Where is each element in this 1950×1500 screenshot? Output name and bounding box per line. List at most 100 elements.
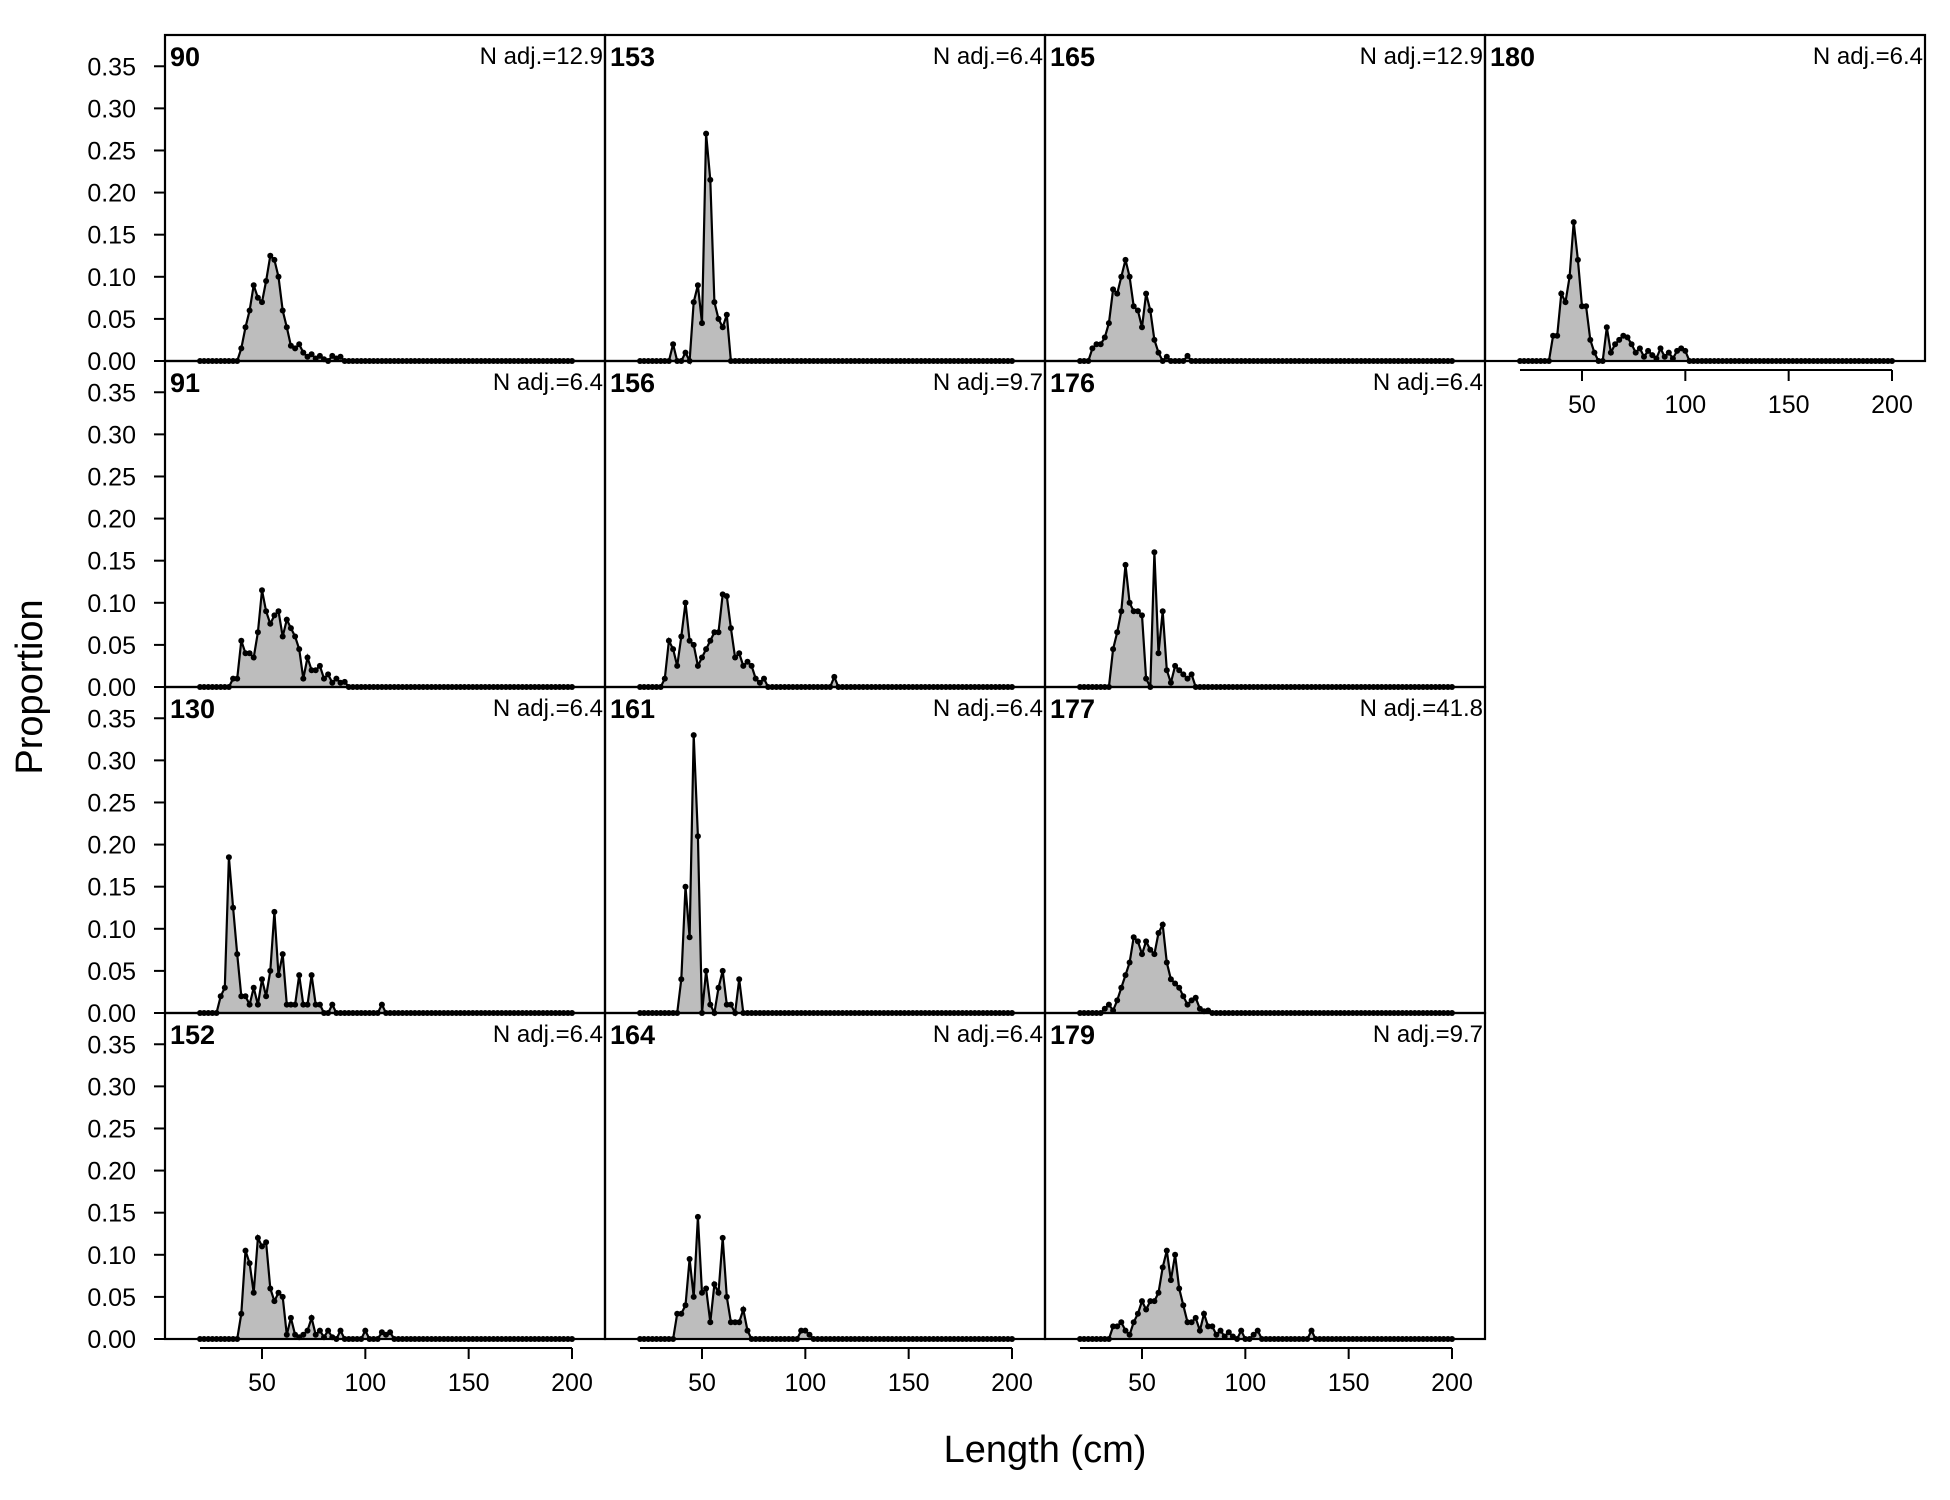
data-point — [1155, 650, 1162, 657]
data-point — [250, 654, 257, 661]
data-point — [661, 675, 668, 682]
panel-180: 180 N adj.=6.4 50 100 150 200 — [1483, 33, 1927, 419]
area-fill-180 — [1520, 222, 1892, 361]
x-tick-label: 50 — [248, 1369, 276, 1397]
data-point — [1176, 984, 1183, 991]
data-point — [1151, 549, 1158, 556]
data-point — [711, 629, 718, 636]
data-point — [703, 130, 710, 137]
panel-label-177: 177 — [1050, 694, 1095, 724]
data-point — [329, 679, 336, 686]
data-point — [259, 299, 265, 306]
data-point — [321, 675, 327, 682]
panel-176: 176 N adj.=6.4 — [1043, 359, 1487, 690]
data-point — [329, 1001, 336, 1008]
data-point — [267, 252, 274, 259]
data-point — [1583, 303, 1590, 310]
data-point — [798, 1327, 805, 1334]
data-point — [1188, 1319, 1195, 1326]
y-tick-label: 0.20 — [87, 506, 136, 534]
y-tick-label: 0.35 — [87, 379, 136, 407]
n-adj-label: N adj.=6.4 — [1813, 43, 1923, 70]
data-point — [736, 650, 743, 657]
data-point — [238, 637, 245, 644]
data-point — [1134, 938, 1141, 945]
data-point — [1196, 1327, 1203, 1334]
data-point — [300, 349, 307, 356]
x-tick-label: 100 — [1664, 391, 1706, 419]
area-fill-130 — [200, 857, 572, 1013]
area-fill-177 — [1080, 924, 1452, 1013]
y-tick-label: 0.10 — [87, 916, 136, 944]
data-point — [1180, 1302, 1187, 1309]
data-point — [736, 976, 743, 983]
n-adj-label: N adj.=6.4 — [933, 695, 1043, 722]
data-point — [267, 1285, 274, 1292]
data-point — [1562, 299, 1569, 306]
data-point — [707, 637, 714, 644]
data-point — [362, 1327, 369, 1334]
data-point — [1143, 675, 1150, 682]
data-point — [699, 1289, 705, 1296]
y-tick-label: 0.15 — [87, 1200, 136, 1228]
n-adj-label: N adj.=9.7 — [1373, 1021, 1483, 1048]
y-tick-label: 0.35 — [87, 705, 136, 733]
panel-177: 177 N adj.=41.8 — [1043, 685, 1487, 1016]
data-point — [723, 311, 730, 318]
data-point — [1155, 930, 1162, 936]
data-point — [238, 993, 245, 1000]
n-adj-label: N adj.=6.4 — [933, 43, 1043, 70]
data-point — [279, 1293, 286, 1300]
data-point — [316, 1327, 323, 1334]
data-point — [1105, 1001, 1112, 1008]
y-tick-label: 0.25 — [87, 137, 136, 165]
data-point — [1184, 352, 1191, 359]
data-point — [740, 1306, 747, 1313]
data-point — [1130, 934, 1137, 941]
area-fill-90 — [200, 255, 572, 361]
data-point — [674, 662, 681, 669]
data-point — [1550, 332, 1557, 339]
data-point — [690, 641, 697, 648]
data-point — [1616, 336, 1623, 343]
panel-frame-90 — [163, 33, 607, 363]
data-point — [727, 625, 734, 632]
data-point — [1122, 561, 1129, 568]
data-point — [1192, 994, 1199, 1001]
y-tick-label: 0.20 — [87, 1158, 136, 1186]
x-tick-label: 200 — [991, 1369, 1033, 1397]
y-tick-label: 0.05 — [87, 958, 136, 986]
data-point — [1554, 332, 1561, 339]
y-tick-label: 0.00 — [87, 1000, 136, 1028]
n-adj-label: N adj.=6.4 — [493, 1021, 603, 1048]
data-point — [259, 976, 265, 983]
data-point — [719, 967, 726, 974]
data-point — [1172, 1251, 1179, 1258]
data-point — [686, 1256, 693, 1262]
data-point — [1105, 320, 1112, 327]
data-point — [756, 679, 763, 686]
data-point — [1159, 1264, 1166, 1271]
y-tick-label: 0.30 — [87, 1073, 136, 1101]
data-point — [287, 1314, 294, 1321]
panel-label-176: 176 — [1050, 368, 1095, 398]
y-tick-label: 0.30 — [87, 95, 136, 123]
data-point — [296, 972, 303, 979]
data-point — [1139, 951, 1145, 958]
data-point — [1110, 286, 1117, 293]
data-point — [279, 307, 286, 314]
data-point — [378, 1001, 385, 1008]
data-point — [665, 637, 672, 644]
data-point — [1101, 1005, 1108, 1012]
data-point — [259, 1243, 265, 1250]
data-point — [246, 1001, 253, 1008]
data-point — [1632, 349, 1639, 356]
n-adj-label: N adj.=6.4 — [1373, 369, 1483, 396]
y-tick-label: 0.15 — [87, 874, 136, 902]
data-point — [1134, 608, 1141, 615]
data-point — [752, 675, 759, 682]
data-point — [1118, 984, 1125, 991]
data-point — [287, 625, 294, 632]
data-point — [275, 273, 282, 280]
data-point — [1209, 1323, 1216, 1330]
